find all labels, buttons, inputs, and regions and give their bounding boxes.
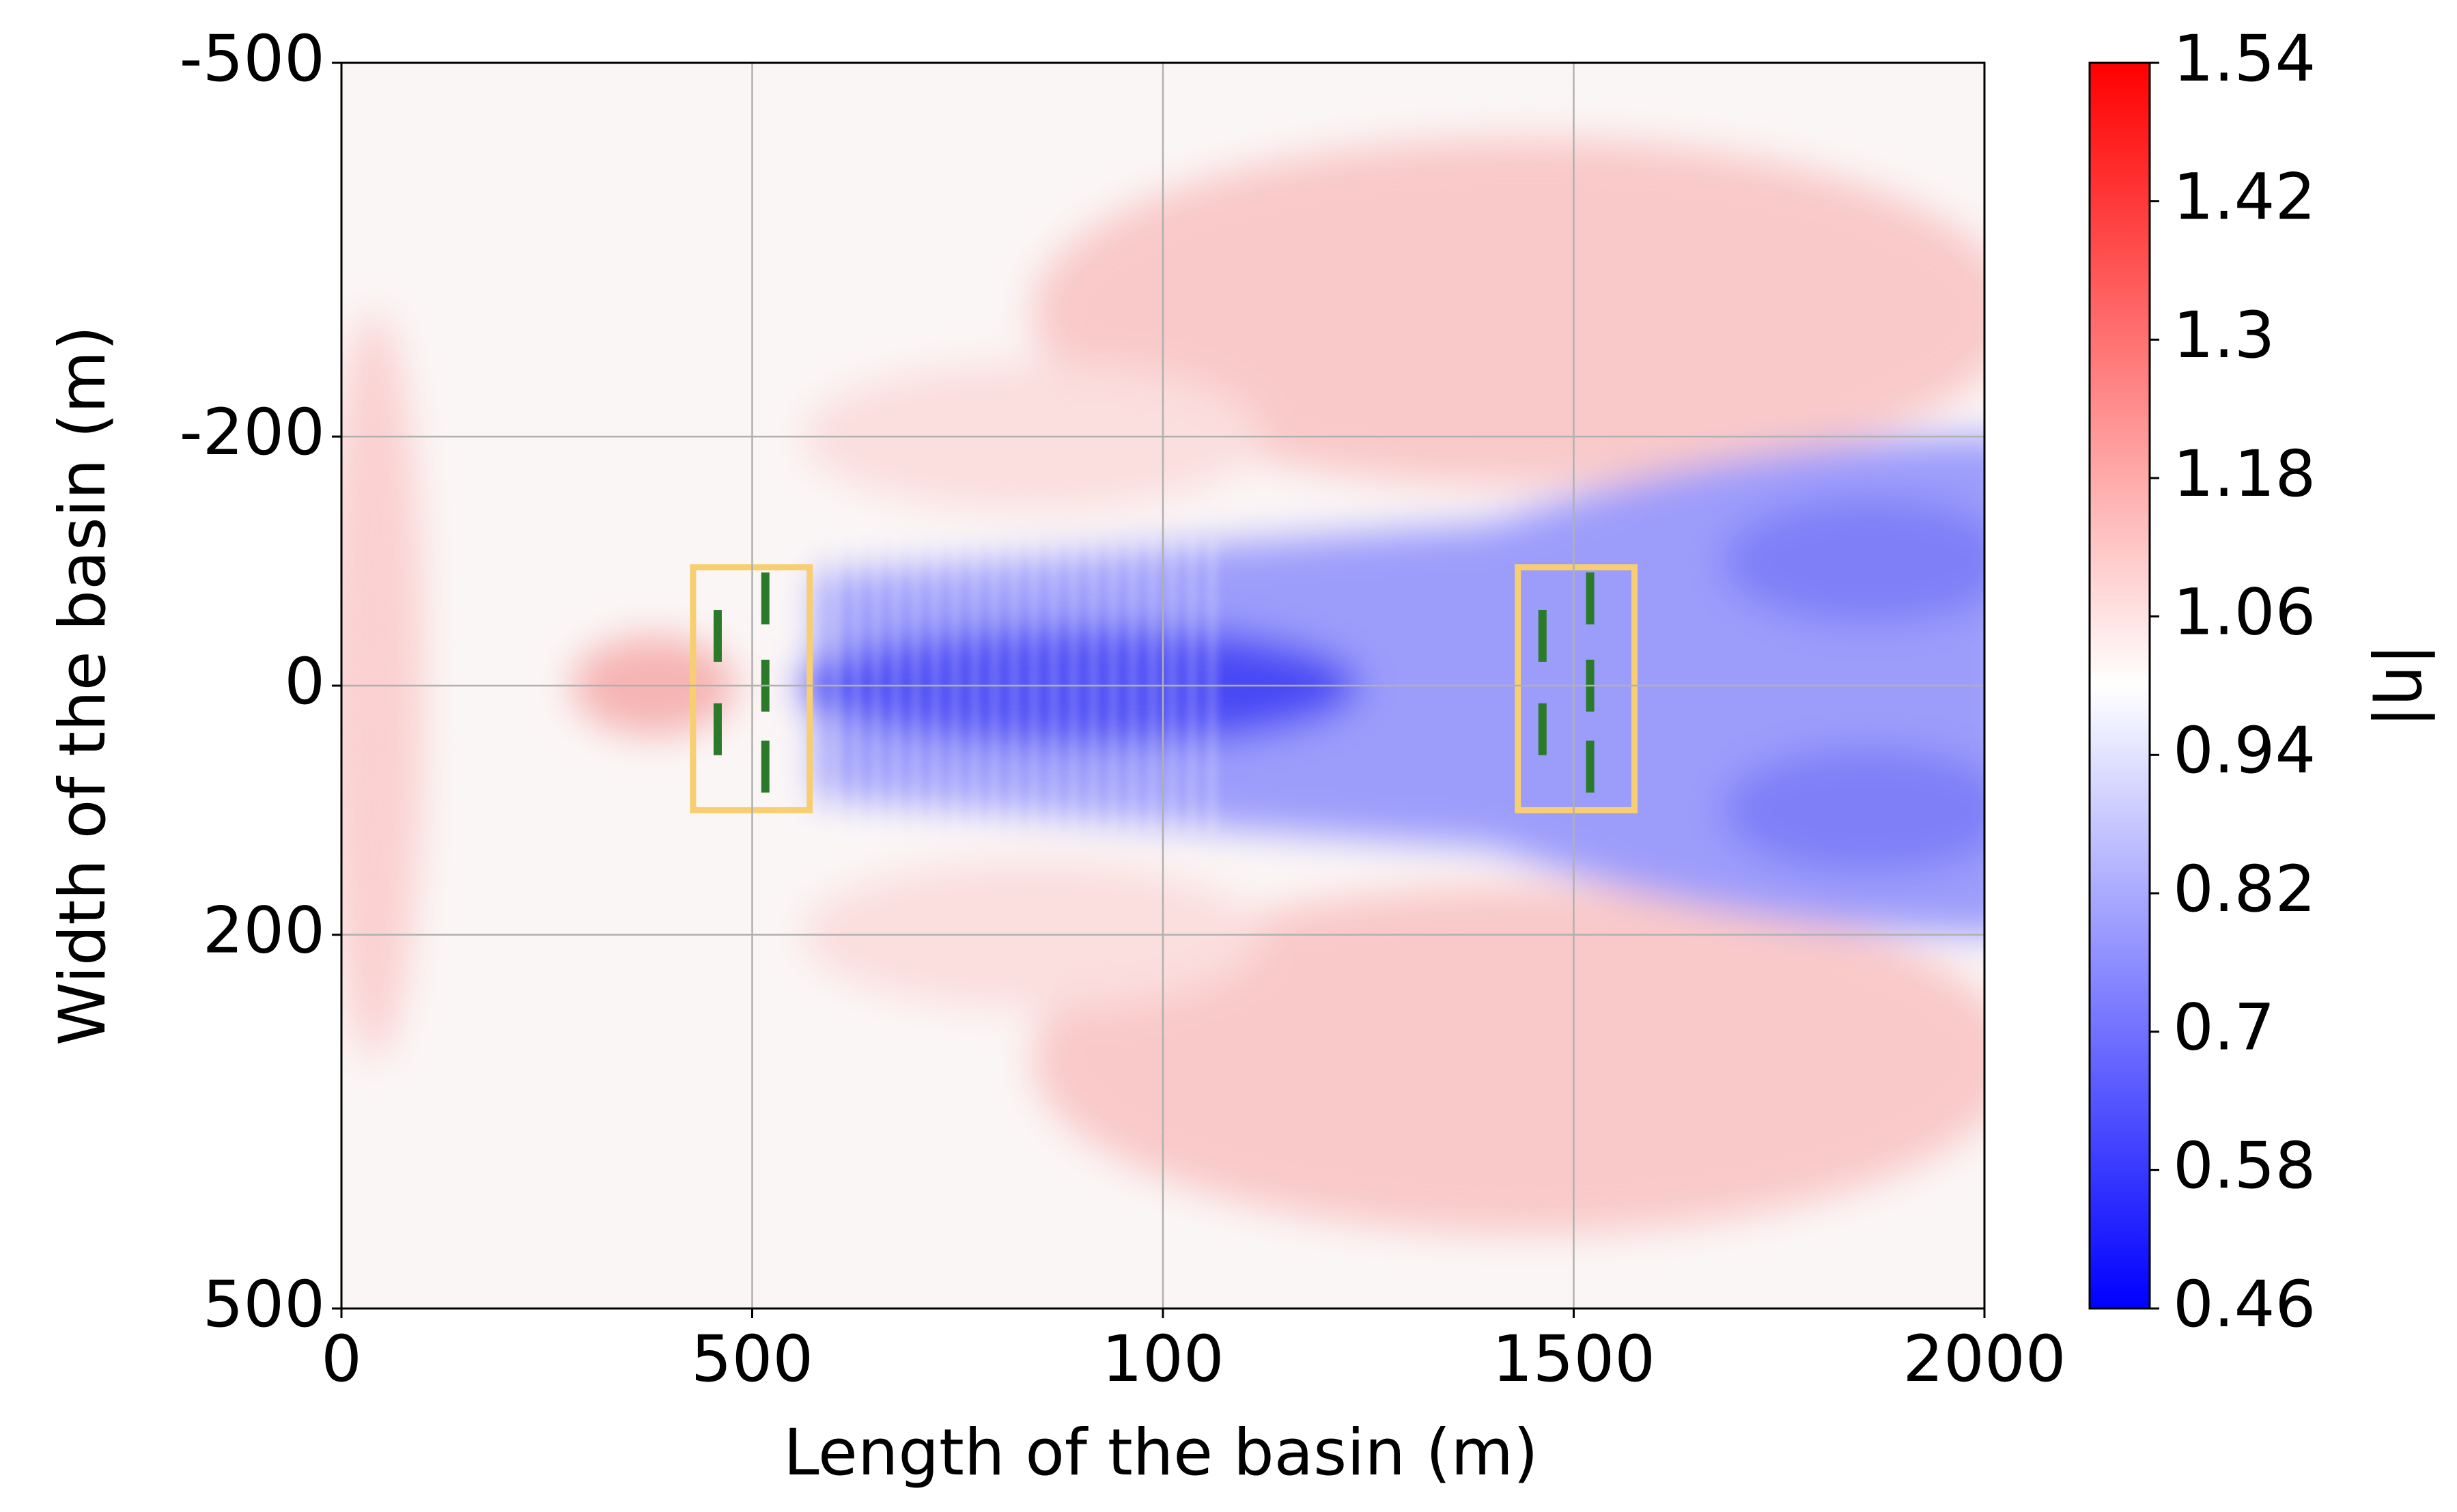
colorbar-tick-label: 1.3 bbox=[2173, 298, 2275, 373]
y-tick-label: 500 bbox=[203, 1268, 325, 1342]
device-box bbox=[1515, 564, 1638, 813]
device bbox=[1538, 610, 1547, 662]
wake-core bbox=[1722, 499, 1984, 624]
colorbar-tick-label: 0.58 bbox=[2173, 1129, 2316, 1203]
y-tick-label: 0 bbox=[284, 645, 325, 719]
colorbar-tick-label: 1.42 bbox=[2173, 160, 2316, 235]
x-axis-label: Length of the basin (m) bbox=[783, 1416, 1538, 1490]
field-region bbox=[1031, 137, 1984, 487]
colorbar-label: |η| bbox=[2370, 644, 2445, 728]
y-tick-label: 200 bbox=[203, 894, 325, 968]
device bbox=[761, 572, 770, 625]
device bbox=[1538, 703, 1547, 755]
colorbar-tick-label: 0.46 bbox=[2173, 1268, 2316, 1342]
colorbar-tick-label: 0.94 bbox=[2173, 714, 2316, 788]
colorbar-tick-label: 1.18 bbox=[2173, 437, 2316, 512]
colorbar bbox=[2088, 61, 2151, 1310]
wake-core bbox=[1722, 748, 1984, 873]
device bbox=[713, 703, 722, 755]
colorbar-tick-label: 1.54 bbox=[2173, 22, 2316, 96]
device bbox=[1586, 740, 1595, 793]
device bbox=[713, 610, 722, 662]
y-axis-label: Width of the basin (m) bbox=[46, 326, 120, 1046]
x-tick-label: 100 bbox=[1101, 1322, 1224, 1397]
field-region bbox=[1031, 884, 1984, 1234]
colorbar-tick-label: 0.82 bbox=[2173, 852, 2316, 927]
y-tick-label: -200 bbox=[180, 395, 325, 470]
x-tick-label: 2000 bbox=[1903, 1322, 2066, 1397]
y-tick-label: -500 bbox=[180, 22, 325, 96]
x-tick-label: 0 bbox=[321, 1322, 362, 1397]
colorbar-tick-label: 1.06 bbox=[2173, 576, 2316, 650]
device bbox=[761, 740, 770, 793]
colorbar-tick-label: 0.7 bbox=[2173, 991, 2275, 1065]
x-tick-label: 500 bbox=[691, 1322, 813, 1397]
device bbox=[1586, 572, 1595, 625]
x-tick-label: 1500 bbox=[1492, 1322, 1655, 1397]
